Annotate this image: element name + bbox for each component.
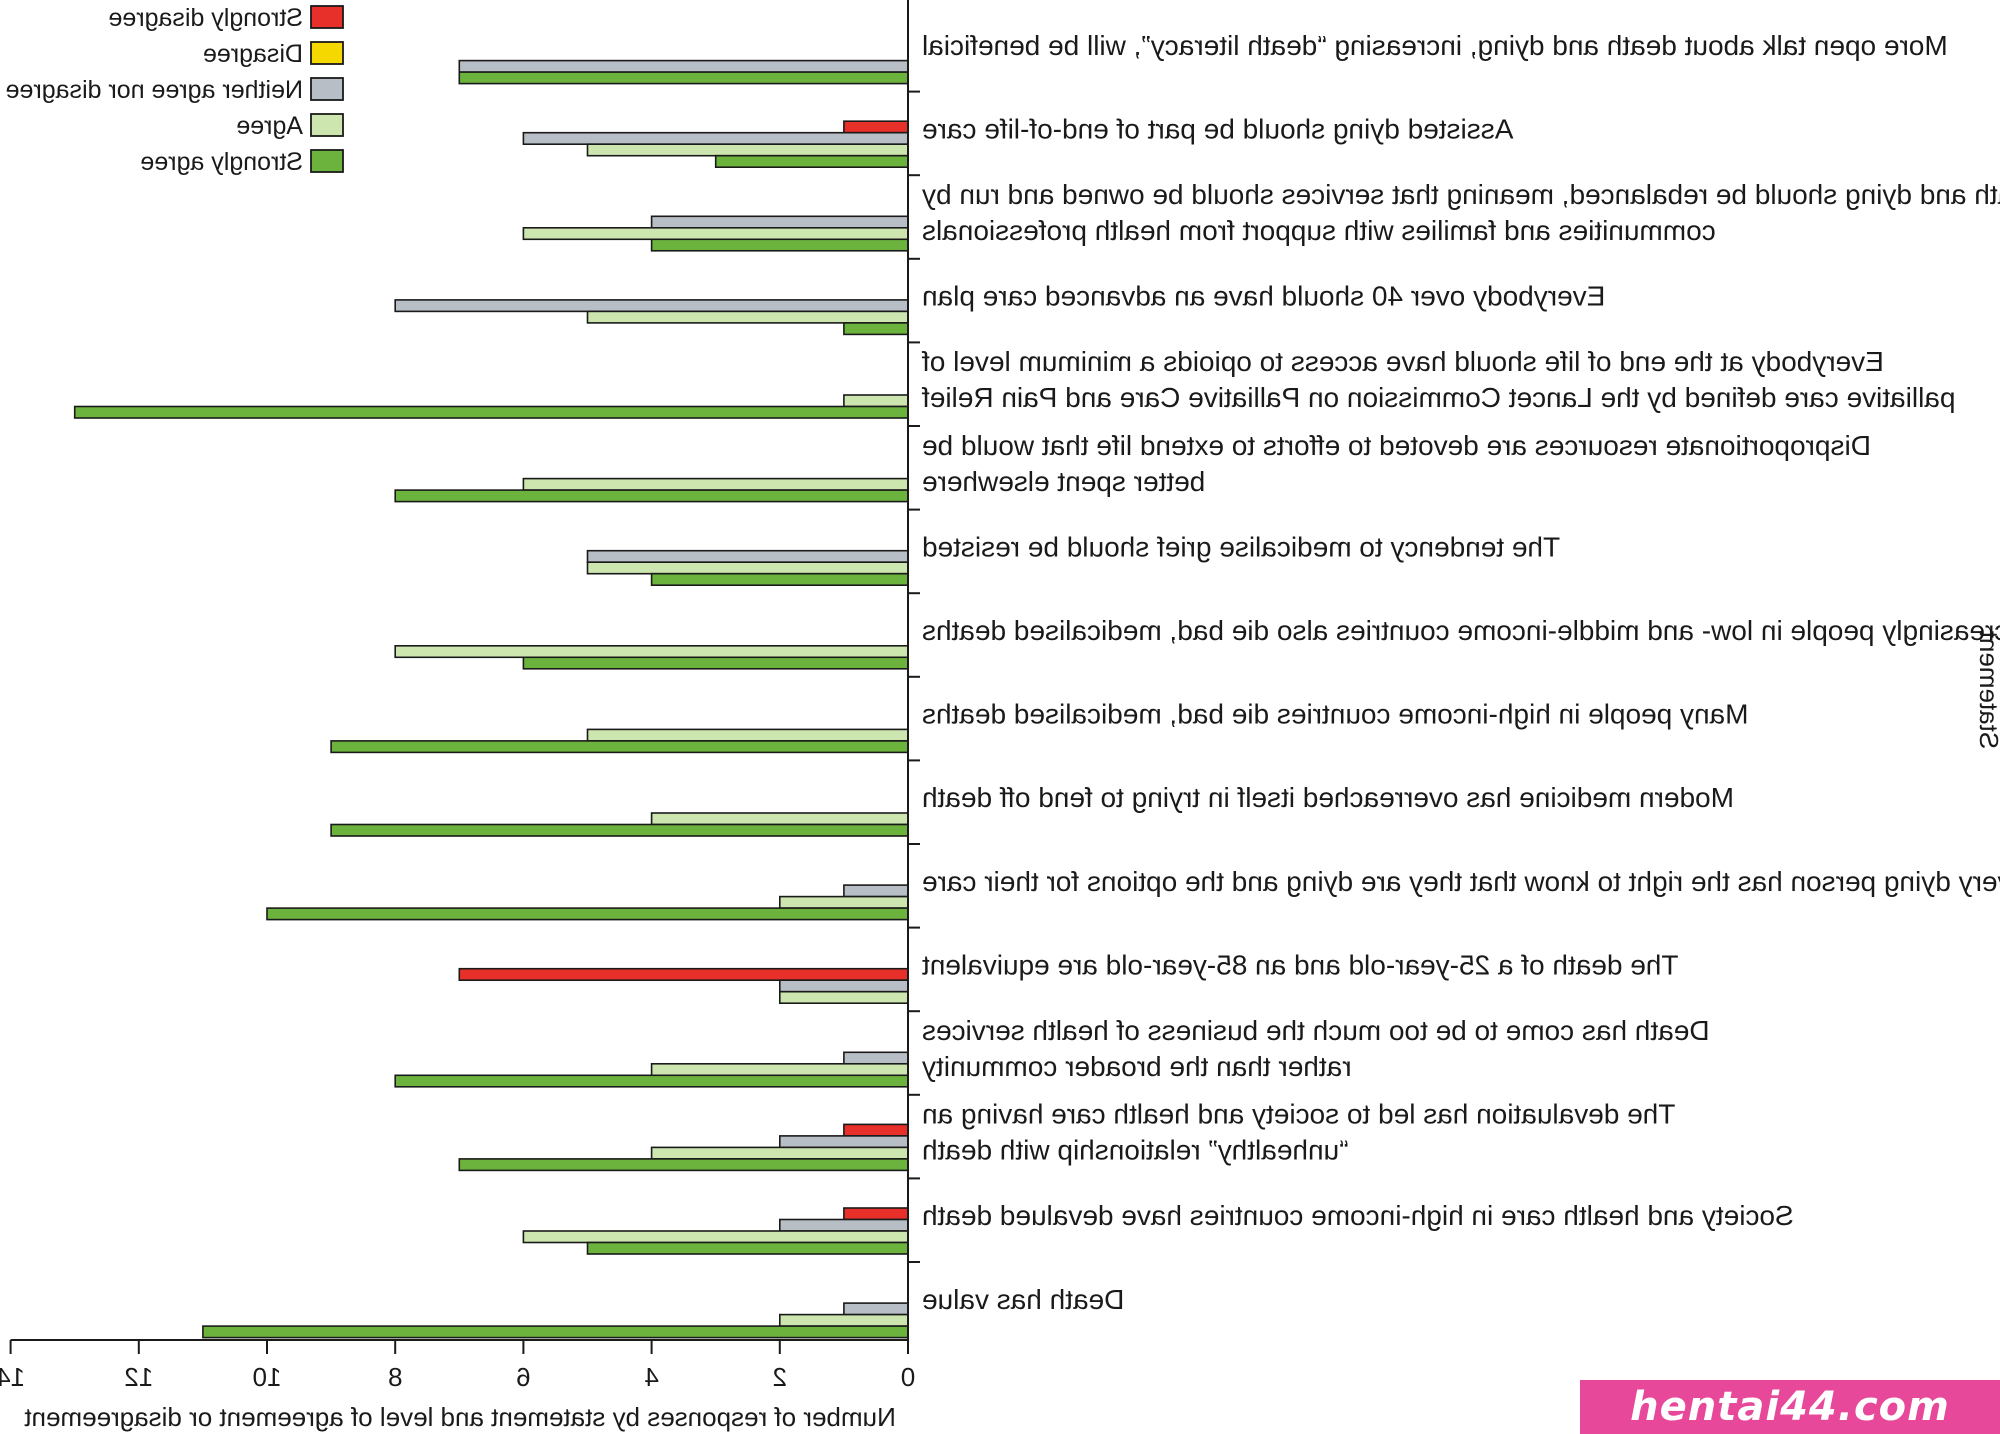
category-label: “unhealthy” relationship with death xyxy=(922,1135,1348,1166)
bar-neither-agree-nor-disagree xyxy=(843,1051,909,1065)
bar-agree xyxy=(650,812,909,826)
bar-agree xyxy=(394,644,909,659)
bar-strongly-agree xyxy=(330,823,909,837)
x-tick-label: 6 xyxy=(516,1362,530,1392)
bar-agree xyxy=(522,477,909,491)
legend-swatch xyxy=(310,113,344,137)
bar-strongly-disagree xyxy=(843,1207,909,1221)
bar-strongly-agree xyxy=(330,740,909,754)
bar-strongly-agree xyxy=(394,489,909,503)
bar-neither-agree-nor-disagree xyxy=(650,215,909,229)
bar-strongly-agree xyxy=(73,405,909,419)
bar-neither-agree-nor-disagree xyxy=(522,131,909,145)
bar-strongly-agree xyxy=(650,238,909,252)
bar-agree xyxy=(843,394,909,408)
x-tick-label: 0 xyxy=(901,1362,915,1392)
bar-agree xyxy=(778,895,909,909)
x-tick-label: 12 xyxy=(124,1362,153,1392)
bar-strongly-agree xyxy=(202,1325,909,1339)
category-label: The devaluation has led to society and h… xyxy=(922,1099,1675,1130)
bar-agree xyxy=(586,561,909,575)
bar-agree xyxy=(778,1313,909,1327)
bar-strongly-agree xyxy=(394,1074,909,1088)
bar-neither-agree-nor-disagree xyxy=(843,1302,909,1316)
category-label: More open talk about death and dying, in… xyxy=(922,30,1948,61)
legend-label: Agree xyxy=(236,112,303,140)
watermark-badge: hentai44.com xyxy=(1580,1380,2000,1434)
bar-strongly-agree xyxy=(522,656,909,670)
bar-agree xyxy=(586,143,909,157)
category-label: Modern medicine has overreached itself i… xyxy=(922,782,1734,813)
x-tick-label: 14 xyxy=(0,1362,25,1392)
legend-swatch xyxy=(310,41,344,65)
x-tick-label: 2 xyxy=(773,1362,787,1392)
bar-strongly-disagree xyxy=(843,120,909,134)
bar-strongly-agree xyxy=(458,1158,909,1172)
bar-strongly-agree xyxy=(266,907,909,921)
bar-neither-agree-nor-disagree xyxy=(778,979,909,993)
y-axis-title: Statement xyxy=(1974,630,2000,749)
bar-strongly-agree xyxy=(650,572,909,587)
category-label: rather than the broader community xyxy=(922,1051,1352,1082)
bar-agree xyxy=(778,990,909,1005)
legend-label: Strongly disagree xyxy=(108,4,303,32)
bar-neither-agree-nor-disagree xyxy=(778,1218,909,1232)
x-axis-title: Number of responses by statement and lev… xyxy=(24,1402,896,1432)
bar-agree xyxy=(650,1146,909,1160)
bar-agree xyxy=(586,310,909,324)
bar-neither-agree-nor-disagree xyxy=(778,1135,909,1149)
category-label: Assisted dying should be part of end-of-… xyxy=(922,113,1513,144)
category-label: Death and dying should be rebalanced, me… xyxy=(922,179,2000,210)
x-tick-label: 10 xyxy=(253,1362,282,1392)
category-label: Every dying person has the right to know… xyxy=(922,866,2000,897)
bar-neither-agree-nor-disagree xyxy=(843,884,909,898)
legend-label: Strongly agree xyxy=(140,148,303,176)
legend-swatch xyxy=(310,77,344,101)
category-label: Increasingly people in low- and middle-i… xyxy=(922,615,2000,646)
legend-swatch xyxy=(310,5,344,29)
category-label: Disproportionate resources are devoted t… xyxy=(922,430,1871,461)
bar-agree xyxy=(586,728,909,742)
bar-strongly-agree xyxy=(714,154,909,168)
category-label: better spent elsewhere xyxy=(922,466,1205,497)
bar-neither-agree-nor-disagree xyxy=(458,59,909,73)
category-label: Death has come to be too much the busine… xyxy=(922,1015,1710,1046)
chart-legend: Strongly disagree Disagree Neither agree n… xyxy=(6,4,344,176)
bar-neither-agree-nor-disagree xyxy=(586,549,909,564)
bar-agree xyxy=(522,227,909,241)
category-label: communities and families with support fr… xyxy=(922,215,1716,246)
category-label: palliative care defined by the Lancet Co… xyxy=(922,382,1956,413)
legend-label: Disagree xyxy=(203,40,303,68)
bar-agree xyxy=(522,1230,909,1244)
bar-neither-agree-nor-disagree xyxy=(394,299,909,313)
category-label: Society and health care in high-income c… xyxy=(922,1200,1794,1231)
category-label: Many people in high-income countries die… xyxy=(922,699,1749,730)
category-label: Death has value xyxy=(922,1284,1124,1315)
legend-swatch xyxy=(310,149,344,173)
category-label: The death of a 25-year-old and an 85-yea… xyxy=(922,949,1679,980)
bar-strongly-agree xyxy=(458,71,909,85)
category-label: Everybody at the end of life should have… xyxy=(922,346,1884,377)
chart-bars xyxy=(73,59,909,1339)
x-tick-label: 4 xyxy=(644,1362,658,1392)
bar-strongly-agree xyxy=(843,322,909,336)
bar-strongly-disagree xyxy=(843,1123,909,1137)
legend-label: Neither agree nor disagree xyxy=(6,76,303,104)
bar-agree xyxy=(650,1063,909,1077)
category-label: Everybody over 40 should have an advance… xyxy=(922,281,1605,312)
x-tick-label: 8 xyxy=(388,1362,402,1392)
bar-strongly-disagree xyxy=(458,967,909,982)
category-label: The tendency to medicalise grief should … xyxy=(922,531,1560,562)
category-labels: More open talk about death and dying, in… xyxy=(922,30,2000,1315)
bar-strongly-agree xyxy=(586,1241,909,1255)
